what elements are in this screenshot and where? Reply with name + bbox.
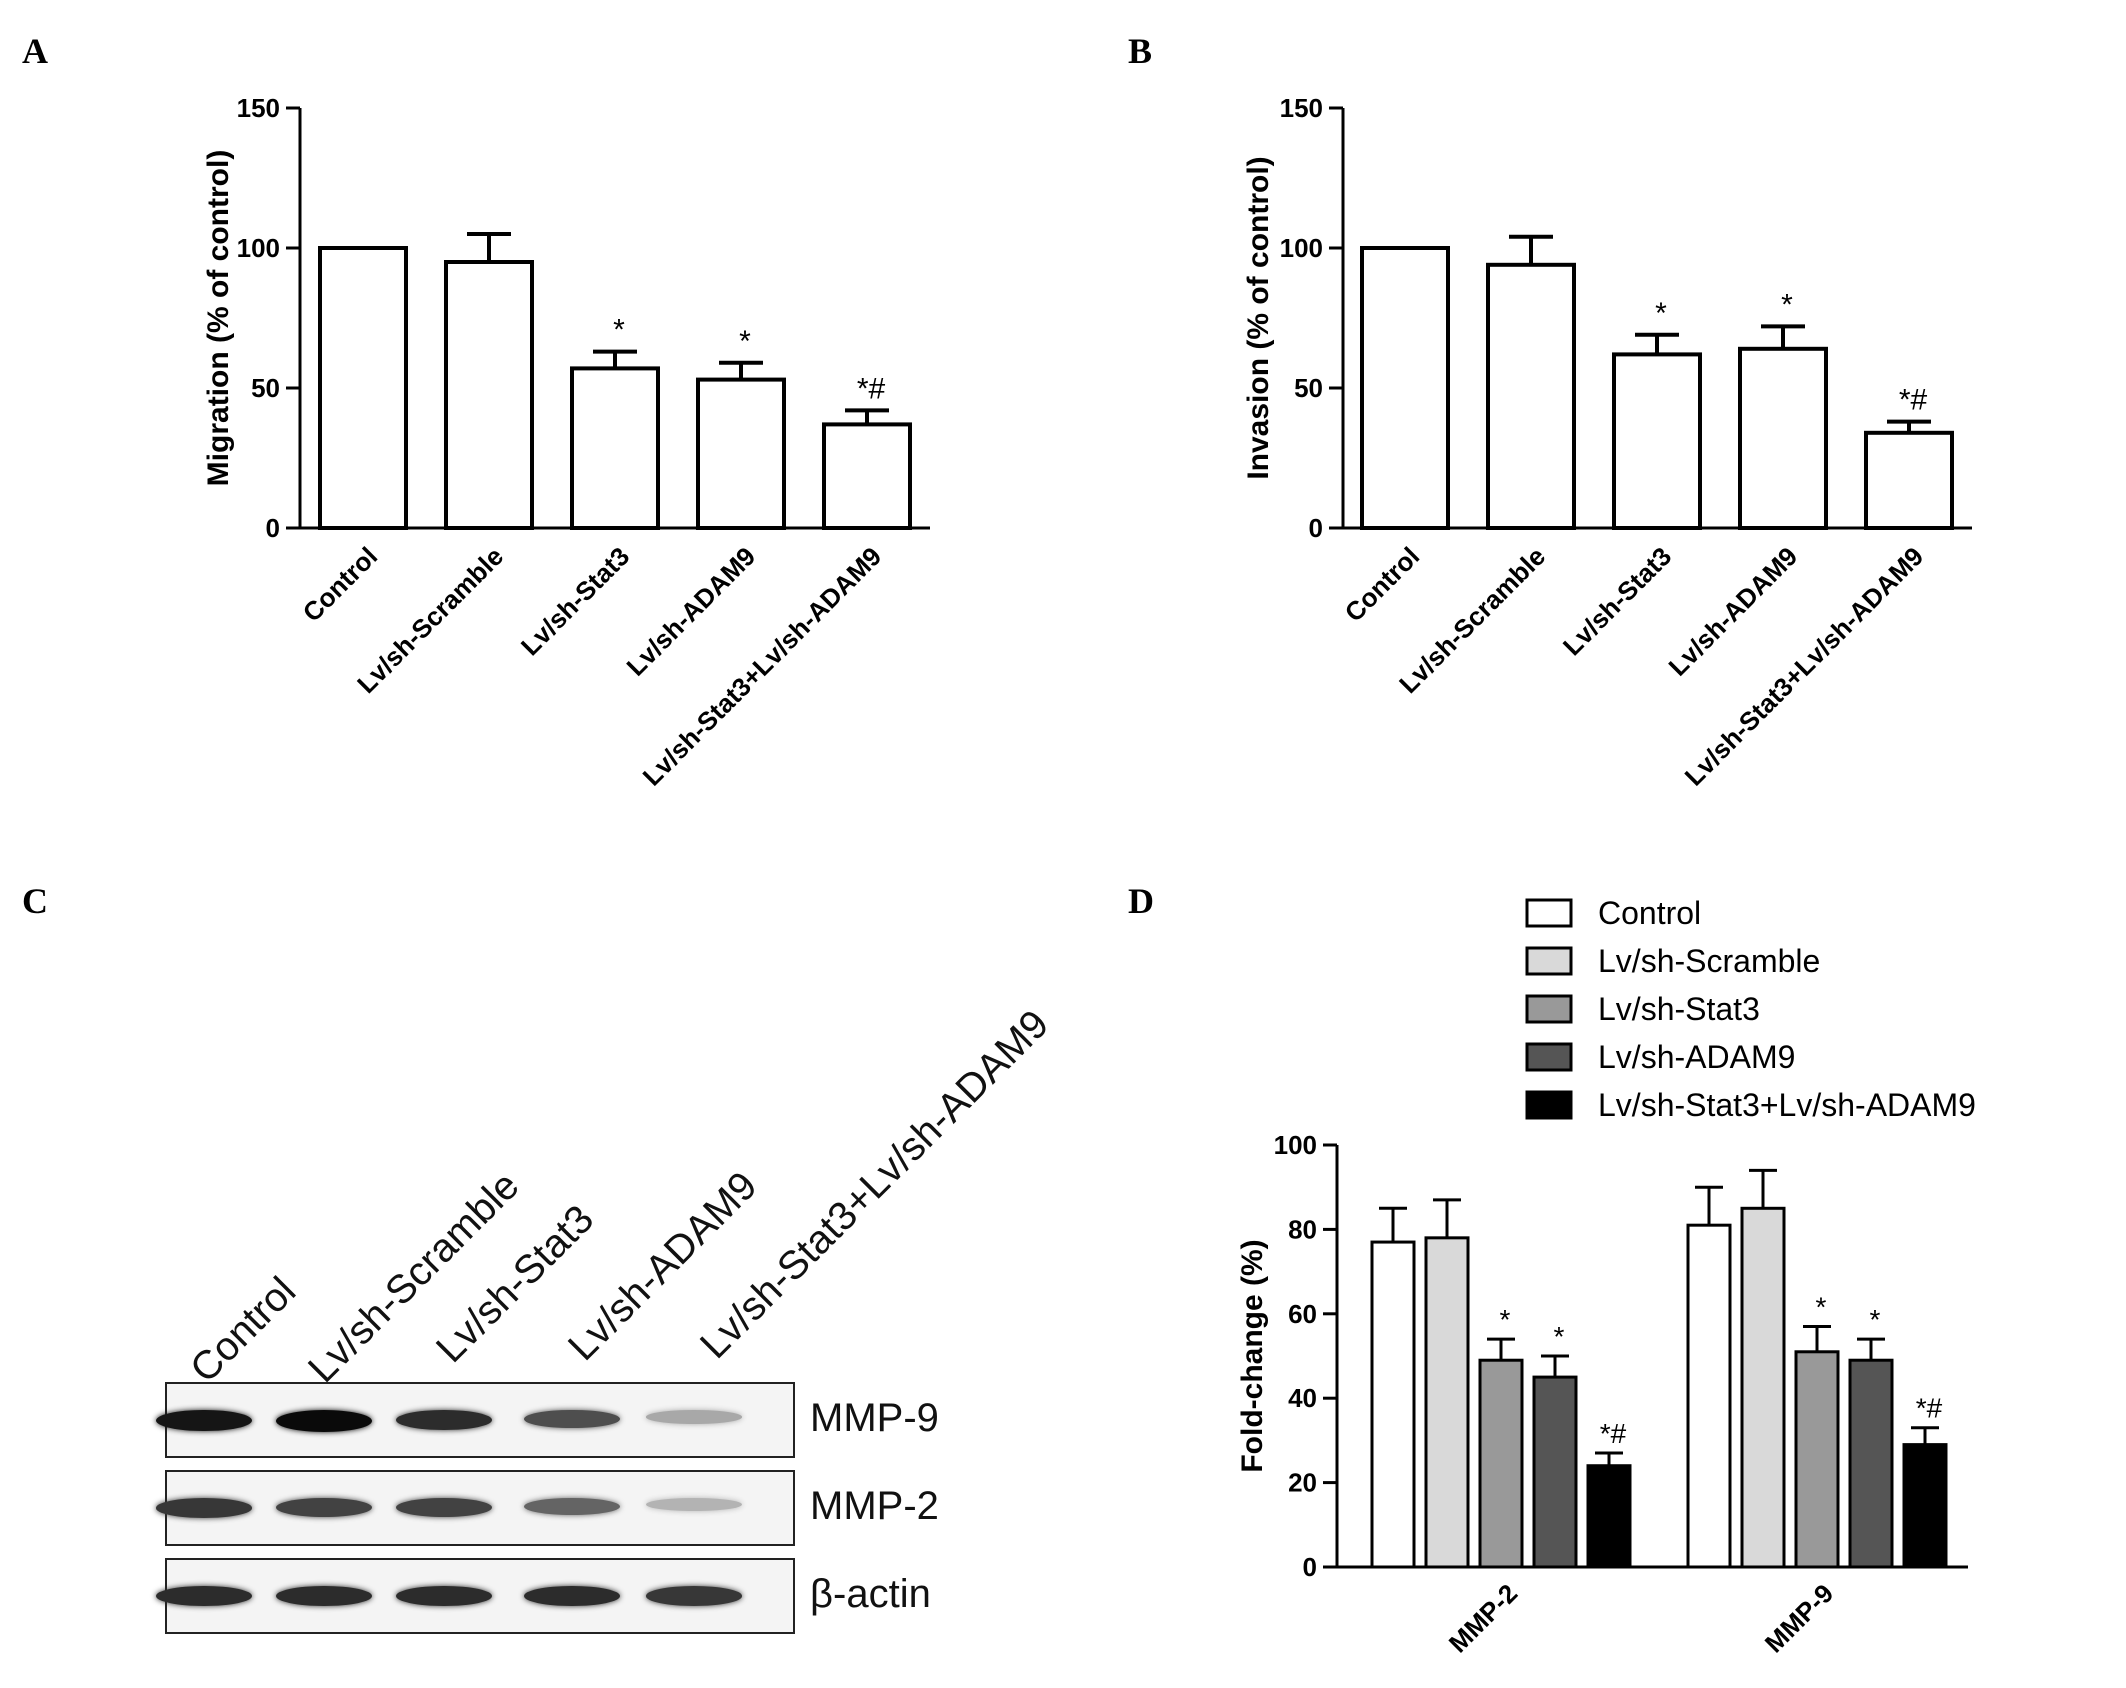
chart-a-significance-label: *# (857, 372, 886, 405)
chart-d-significance-label: * (1870, 1304, 1881, 1335)
chart-b-x-tick-label: Control (1339, 541, 1426, 628)
panel-b-letter: B (1128, 31, 1153, 71)
blot-band (396, 1410, 492, 1431)
chart-b-significance-label: * (1781, 288, 1793, 321)
blot-band (156, 1586, 252, 1607)
chart-b-x-tick-label: Lv/sh-Stat3+Lv/sh-ADAM9 (1679, 541, 1930, 792)
blot-band (276, 1410, 372, 1432)
chart-b-y-tick-label: 0 (1309, 513, 1323, 543)
chart-a-bar (318, 246, 408, 530)
chart-d-significance-label: *# (1916, 1393, 1943, 1424)
blot-band (276, 1498, 372, 1517)
chart-d-y-tick-label: 20 (1288, 1468, 1317, 1498)
chart-a-bar (570, 366, 660, 530)
chart-d-legend-swatch (1525, 946, 1573, 976)
blot-row-label: MMP-2 (810, 1484, 939, 1528)
chart-d-legend-label: Lv/sh-Stat3 (1598, 991, 1760, 1027)
chart-a-significance-label: * (613, 314, 625, 347)
chart-a-y-tick-label: 150 (237, 93, 280, 123)
blot-strip (156, 1382, 795, 1458)
chart-b-bar (1738, 346, 1828, 530)
blot-band (396, 1498, 492, 1517)
chart-b-x-tick-label: Lv/sh-ADAM9 (1663, 541, 1804, 682)
blot-row-label: β-actin (810, 1572, 931, 1616)
blot-band (524, 1498, 620, 1516)
chart-d-bar (1686, 1223, 1732, 1569)
chart-d-x-tick-label: MMP-2 (1443, 1578, 1523, 1658)
chart-a-y-tick-label: 100 (237, 233, 280, 263)
blot-band (646, 1586, 742, 1606)
chart-d-legend-label: Control (1598, 895, 1701, 931)
chart-a-x-tick-label: Lv/sh-Stat3+Lv/sh-ADAM9 (637, 541, 888, 792)
blot-band (524, 1586, 620, 1607)
chart-d-y-tick-label: 80 (1288, 1214, 1317, 1244)
chart-d-significance-label: * (1554, 1321, 1565, 1352)
chart-d-y-tick-label: 0 (1303, 1552, 1317, 1582)
chart-b-y-tick-label: 150 (1280, 93, 1323, 123)
chart-b-significance-label: * (1655, 297, 1667, 330)
chart-b-y-tick-label: 50 (1294, 373, 1323, 403)
blot-band (396, 1586, 492, 1607)
panel-c-letter: C (22, 881, 48, 921)
chart-b-bar (1612, 352, 1702, 530)
chart-a-x-tick-label: Lv/sh-Stat3 (515, 541, 635, 661)
chart-b-x-tick-label: Lv/sh-Stat3 (1557, 541, 1677, 661)
chart-d-y-axis-label: Fold-change (%) (1236, 1239, 1269, 1472)
chart-d-bar (1848, 1358, 1894, 1569)
chart-d-legend-label: Lv/sh-ADAM9 (1598, 1039, 1795, 1075)
chart-d-significance-label: *# (1600, 1418, 1627, 1449)
chart-d-bar (1740, 1206, 1786, 1569)
blot-band (276, 1586, 372, 1607)
chart-a-bar (696, 377, 786, 530)
chart-d-bar (1478, 1358, 1524, 1569)
blot-strip (156, 1558, 795, 1634)
chart-d-legend-swatch (1525, 1090, 1573, 1120)
chart-d-bar (1532, 1375, 1578, 1569)
chart-a-bar (822, 422, 912, 530)
chart-a-bar (444, 260, 534, 530)
chart-d-legend-swatch (1525, 994, 1573, 1024)
chart-a-significance-label: * (739, 325, 751, 358)
chart-b-y-tick-label: 100 (1280, 233, 1323, 263)
blot-band (156, 1498, 252, 1518)
chart-b-y-axis-label: Invasion (% of control) (1242, 156, 1275, 479)
chart-a-y-tick-label: 50 (251, 373, 280, 403)
blot-band (156, 1410, 252, 1432)
chart-d-bar (1794, 1350, 1840, 1569)
chart-a-x-tick-label: Lv/sh-ADAM9 (621, 541, 762, 682)
chart-d-x-tick-label: MMP-9 (1759, 1578, 1839, 1658)
chart-d-bar (1370, 1240, 1416, 1569)
chart-d-y-tick-label: 60 (1288, 1299, 1317, 1329)
blot-band (646, 1410, 742, 1424)
chart-d-bar (1424, 1236, 1470, 1569)
chart-d-y-tick-label: 100 (1274, 1130, 1317, 1160)
chart-d-significance-label: * (1500, 1304, 1511, 1335)
blot-band (524, 1410, 620, 1429)
chart-b-bar (1360, 246, 1450, 530)
chart-d-legend-label: Lv/sh-Stat3+Lv/sh-ADAM9 (1598, 1087, 1976, 1123)
panel-d-letter: D (1128, 881, 1154, 921)
chart-a-y-tick-label: 0 (266, 513, 280, 543)
chart-b-bar (1486, 262, 1576, 530)
chart-d-legend-swatch (1525, 1042, 1573, 1072)
blot-row-label: MMP-9 (810, 1396, 939, 1440)
chart-b-bar (1864, 430, 1954, 530)
chart-d-bar (1586, 1464, 1632, 1569)
chart-d-legend-label: Lv/sh-Scramble (1598, 943, 1820, 979)
chart-d-significance-label: * (1816, 1291, 1827, 1322)
chart-a-x-tick-label: Control (297, 541, 384, 628)
panel-a-letter: A (22, 31, 48, 71)
chart-b-significance-label: *# (1899, 384, 1928, 417)
chart-d-legend-swatch (1525, 898, 1573, 928)
chart-a-y-axis-label: Migration (% of control) (202, 150, 235, 487)
blot-strip (156, 1470, 795, 1546)
blot-band (646, 1498, 742, 1511)
chart-d-bar (1902, 1443, 1948, 1569)
chart-d-y-tick-label: 40 (1288, 1383, 1317, 1413)
